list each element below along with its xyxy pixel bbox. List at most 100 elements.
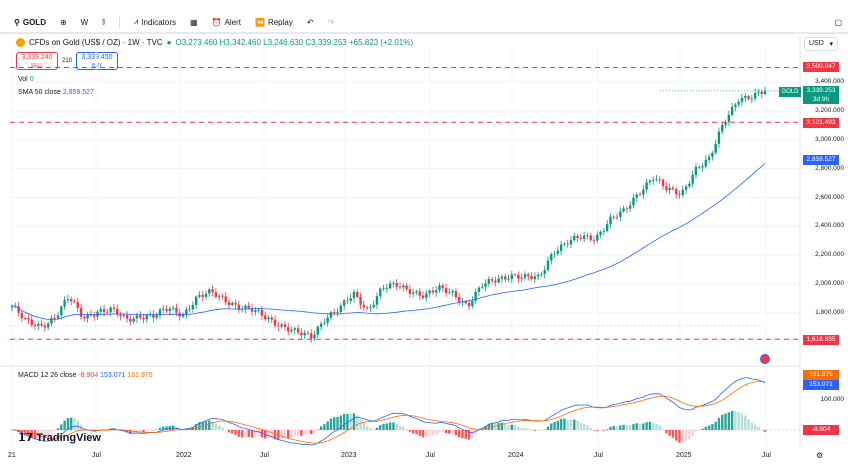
macd-histogram-bar — [497, 423, 500, 430]
candle-body — [487, 279, 490, 284]
interval-button[interactable]: W — [80, 17, 89, 27]
macd-histogram-bar — [589, 428, 592, 430]
candle-body — [553, 253, 556, 255]
macd-legend[interactable]: MACD 12 26 close -8.904 153.071 161.975 — [18, 372, 153, 379]
candle-body — [188, 309, 191, 311]
macd-line — [11, 377, 766, 446]
candle-body — [254, 310, 257, 312]
macd-histogram-bar — [586, 425, 589, 430]
indicators-button[interactable]: ⩘ Indicators — [133, 17, 176, 27]
macd-histogram-bar — [520, 427, 523, 430]
market-status-icon: ● — [166, 38, 172, 47]
candle-body — [392, 282, 395, 284]
macd-histogram-bar — [546, 426, 550, 430]
macd-histogram-bar — [704, 426, 708, 430]
macd-histogram-bar — [717, 417, 721, 430]
macd-histogram-bar — [494, 423, 497, 430]
candle-body — [257, 309, 260, 311]
candle-body — [454, 291, 458, 298]
replay-button[interactable]: ⏪ Replay — [254, 17, 293, 27]
candle-body — [730, 106, 734, 115]
macd-histogram-bar — [69, 417, 73, 430]
candle-body — [86, 314, 89, 319]
macd-histogram-bar — [652, 422, 655, 430]
candle-body — [352, 292, 356, 299]
candle-body — [592, 240, 596, 241]
add-symbol-button[interactable]: ⊕ — [60, 18, 67, 27]
price-axis-tick: 3,000.000 — [815, 135, 844, 143]
macd-histogram-bar — [254, 430, 257, 438]
symbol-search[interactable]: ⚲ GOLD — [14, 17, 46, 27]
macd-histogram-bar — [310, 430, 313, 435]
macd-histogram-bar — [576, 420, 579, 430]
spread: 210 — [62, 58, 73, 64]
candle-body — [457, 297, 461, 303]
sma-legend[interactable]: SMA 50 close 2,859.527 — [18, 89, 94, 96]
macd-histogram-bar — [392, 422, 395, 430]
macd-histogram-bar — [362, 423, 366, 430]
macd-histogram-bar — [214, 423, 218, 430]
macd-histogram-bar — [471, 430, 474, 439]
templates-button[interactable]: ▦ — [190, 18, 198, 27]
macd-histogram-bar — [46, 430, 50, 436]
macd-histogram-bar — [599, 430, 602, 431]
candle-body — [448, 292, 451, 294]
currency-select[interactable]: USD ▾ — [804, 37, 838, 51]
time-axis-tick: Jul — [92, 452, 101, 459]
candle-body — [152, 314, 155, 318]
candle-body — [507, 278, 510, 280]
candle-body — [287, 327, 290, 332]
price-axis-tick: 3,400.000 — [815, 78, 844, 85]
undo-button[interactable]: ↶ — [306, 17, 314, 27]
macd-histogram-bar — [165, 426, 168, 430]
macd-histogram-bar — [237, 430, 241, 437]
macd-histogram-bar — [655, 423, 658, 430]
macd-histogram-bar — [66, 418, 70, 430]
chart-type-button[interactable]: ⫾ — [102, 17, 105, 27]
macd-histogram-bar — [339, 415, 343, 430]
price-axis-tick: 2,800.000 — [815, 164, 844, 172]
candle-body — [30, 319, 33, 325]
macd-histogram-bar — [668, 430, 671, 436]
trade-panel: 3,339.240 SELL 210 3,339.450 BUY — [16, 52, 119, 70]
settings-icon[interactable]: ⚙ — [816, 451, 824, 460]
candle-body — [379, 288, 382, 297]
candle-body — [727, 114, 731, 122]
candle-body — [356, 292, 359, 297]
candle-body — [550, 254, 553, 261]
candle-body — [273, 319, 277, 326]
sell-button[interactable]: 3,339.240 SELL — [16, 52, 58, 70]
buy-button[interactable]: 3,339.450 BUY — [76, 52, 119, 70]
symbol-tag: GOLD — [779, 87, 801, 97]
price-axis-tick: 2,200.000 — [815, 251, 844, 259]
macd-histogram-bar — [142, 430, 145, 433]
candle-body — [326, 317, 329, 323]
tradingview-logo[interactable]: 𝟭𝟳 TradingView — [18, 432, 101, 444]
alert-button[interactable]: ⏰ Alert — [211, 17, 241, 27]
low-line-tag: 3,121.493 — [803, 118, 839, 128]
fullscreen-button[interactable]: ▢ — [834, 17, 842, 27]
symbol-title[interactable]: CFDs on Gold (US$ / OZ) · 1W · TVC — [29, 38, 163, 47]
macd-histogram-bar — [27, 430, 30, 437]
candle-body — [671, 187, 675, 190]
macd-histogram-bar — [757, 426, 760, 430]
tv-logo-icon: 𝟭𝟳 — [18, 432, 34, 444]
redo-button[interactable]: ↷ — [327, 17, 335, 27]
candle-body — [119, 314, 122, 317]
candle-body — [474, 291, 477, 301]
candle-body — [694, 166, 698, 175]
candle-body — [158, 309, 162, 316]
macd-histogram-bar — [168, 425, 172, 430]
candle-body — [181, 314, 185, 317]
candle-body — [477, 287, 481, 292]
us-flag-event-icon[interactable] — [760, 354, 770, 364]
candle-body — [688, 183, 691, 187]
candle-body — [559, 244, 563, 251]
candle-body — [198, 294, 201, 297]
macd-histogram-bar — [342, 413, 346, 430]
time-axis-tick: Jul — [260, 452, 269, 459]
macd-histogram-bar — [582, 424, 586, 430]
candles-icon: ⫾ — [102, 17, 105, 26]
candle-body — [73, 301, 76, 303]
